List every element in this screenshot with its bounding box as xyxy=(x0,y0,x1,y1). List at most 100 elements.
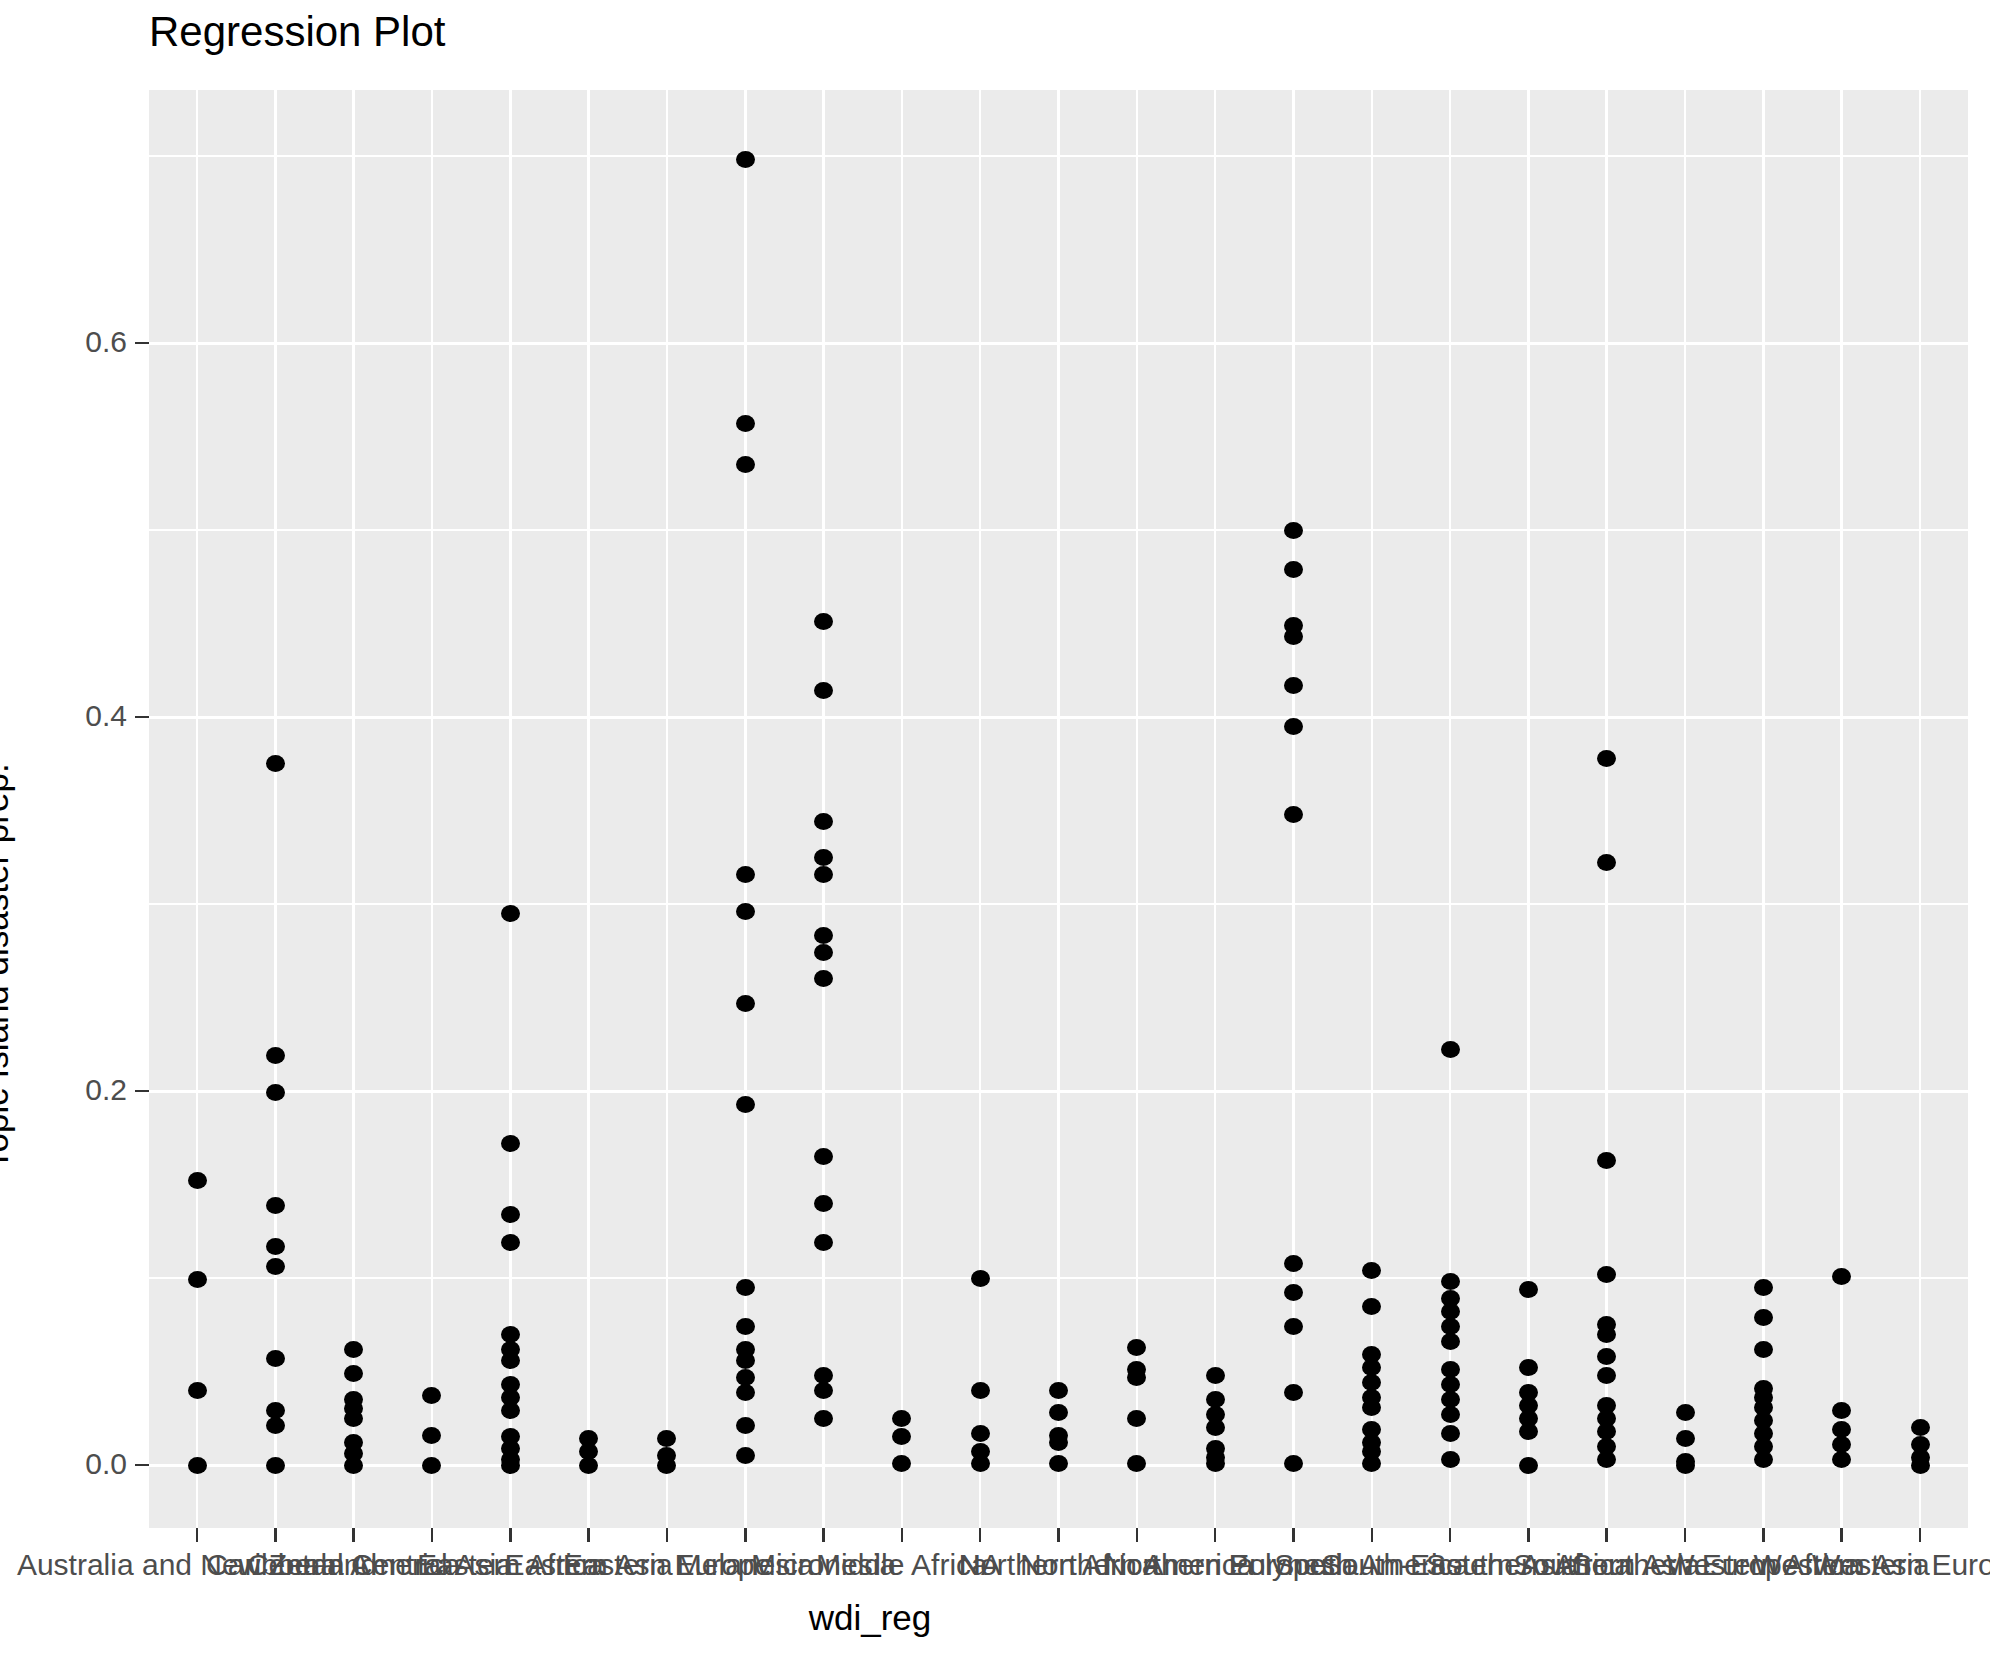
data-point xyxy=(266,755,285,772)
x-tick-mark xyxy=(1527,1528,1530,1542)
data-point xyxy=(188,1457,207,1474)
data-point xyxy=(971,1382,990,1399)
data-point xyxy=(266,1084,285,1101)
x-tick-mark xyxy=(352,1528,355,1542)
data-point xyxy=(266,1258,285,1275)
data-point xyxy=(1284,1318,1303,1335)
data-point xyxy=(1441,1451,1460,1468)
data-point xyxy=(1441,1273,1460,1290)
x-tick-mark xyxy=(509,1528,512,1542)
data-point xyxy=(1049,1382,1068,1399)
data-point xyxy=(736,1384,755,1401)
category-gridline xyxy=(352,90,355,1528)
data-point xyxy=(1597,1367,1616,1384)
x-tick-mark xyxy=(979,1528,982,1542)
data-point xyxy=(344,1457,363,1474)
data-point xyxy=(1676,1457,1695,1474)
y-tick-mark xyxy=(135,1464,149,1467)
data-point xyxy=(1519,1457,1538,1474)
y-tick-label: 0.6 xyxy=(37,325,127,359)
y-axis-title: Topic Island disaster prep. xyxy=(0,763,16,1170)
data-point xyxy=(814,682,833,699)
data-point xyxy=(814,1148,833,1165)
data-point xyxy=(1441,1425,1460,1442)
data-point xyxy=(814,1382,833,1399)
data-point xyxy=(814,849,833,866)
category-gridline xyxy=(901,90,904,1528)
data-point xyxy=(814,970,833,987)
data-point xyxy=(736,1447,755,1464)
data-point xyxy=(266,1197,285,1214)
category-gridline xyxy=(1214,90,1217,1528)
category-gridline xyxy=(1840,90,1843,1528)
plot-panel xyxy=(149,90,1968,1528)
data-point xyxy=(1597,750,1616,767)
data-point xyxy=(1284,677,1303,694)
data-point xyxy=(736,903,755,920)
data-point xyxy=(501,1206,520,1223)
category-gridline xyxy=(1527,90,1530,1528)
data-point xyxy=(501,1135,520,1152)
data-point xyxy=(1676,1430,1695,1447)
x-tick-mark xyxy=(1136,1528,1139,1542)
data-point xyxy=(1284,1455,1303,1472)
data-point xyxy=(814,866,833,883)
x-tick-mark xyxy=(1762,1528,1765,1542)
category-gridline xyxy=(431,90,434,1528)
data-point xyxy=(422,1387,441,1404)
category-gridline xyxy=(1605,90,1608,1528)
data-point xyxy=(1597,1326,1616,1343)
x-tick-mark xyxy=(744,1528,747,1542)
plot-title: Regression Plot xyxy=(149,8,445,56)
category-gridline xyxy=(1684,90,1687,1528)
data-point xyxy=(892,1428,911,1445)
data-point xyxy=(892,1410,911,1427)
x-tick-mark xyxy=(822,1528,825,1542)
data-point xyxy=(501,1234,520,1251)
data-point xyxy=(266,1457,285,1474)
data-point xyxy=(814,813,833,830)
x-tick-mark xyxy=(1214,1528,1217,1542)
data-point xyxy=(814,613,833,630)
data-point xyxy=(1597,1348,1616,1365)
data-point xyxy=(1519,1423,1538,1440)
x-tick-mark xyxy=(666,1528,669,1542)
data-point xyxy=(1911,1457,1930,1474)
plot-canvas: Regression Plot 0.00.20.40.6 Australia a… xyxy=(0,0,1990,1665)
data-point xyxy=(814,1234,833,1251)
data-point xyxy=(1049,1434,1068,1451)
data-point xyxy=(814,1195,833,1212)
x-tick-mark xyxy=(1057,1528,1060,1542)
data-point xyxy=(1441,1333,1460,1350)
data-point xyxy=(1597,1451,1616,1468)
y-tick-mark xyxy=(135,342,149,345)
category-gridline xyxy=(196,90,199,1528)
data-point xyxy=(579,1457,598,1474)
data-point xyxy=(188,1382,207,1399)
x-tick-mark xyxy=(587,1528,590,1542)
data-point xyxy=(736,995,755,1012)
data-point xyxy=(736,151,755,168)
data-point xyxy=(1832,1268,1851,1285)
data-point xyxy=(1284,628,1303,645)
data-point xyxy=(188,1271,207,1288)
data-point xyxy=(1206,1367,1225,1384)
data-point xyxy=(814,1410,833,1427)
data-point xyxy=(1597,1152,1616,1169)
data-point xyxy=(1127,1455,1146,1472)
x-tick-mark xyxy=(1292,1528,1295,1542)
data-point xyxy=(1597,1266,1616,1283)
data-point xyxy=(344,1410,363,1427)
data-point xyxy=(422,1457,441,1474)
y-tick-label: 0.4 xyxy=(37,699,127,733)
x-tick-mark xyxy=(1840,1528,1843,1542)
data-point xyxy=(657,1457,676,1474)
category-gridline xyxy=(1919,90,1922,1528)
data-point xyxy=(1597,854,1616,871)
data-point xyxy=(501,1457,520,1474)
y-tick-mark xyxy=(135,1090,149,1093)
data-point xyxy=(1519,1359,1538,1376)
x-tick-mark xyxy=(1449,1528,1452,1542)
x-tick-mark xyxy=(1919,1528,1922,1542)
data-point xyxy=(1911,1419,1930,1436)
